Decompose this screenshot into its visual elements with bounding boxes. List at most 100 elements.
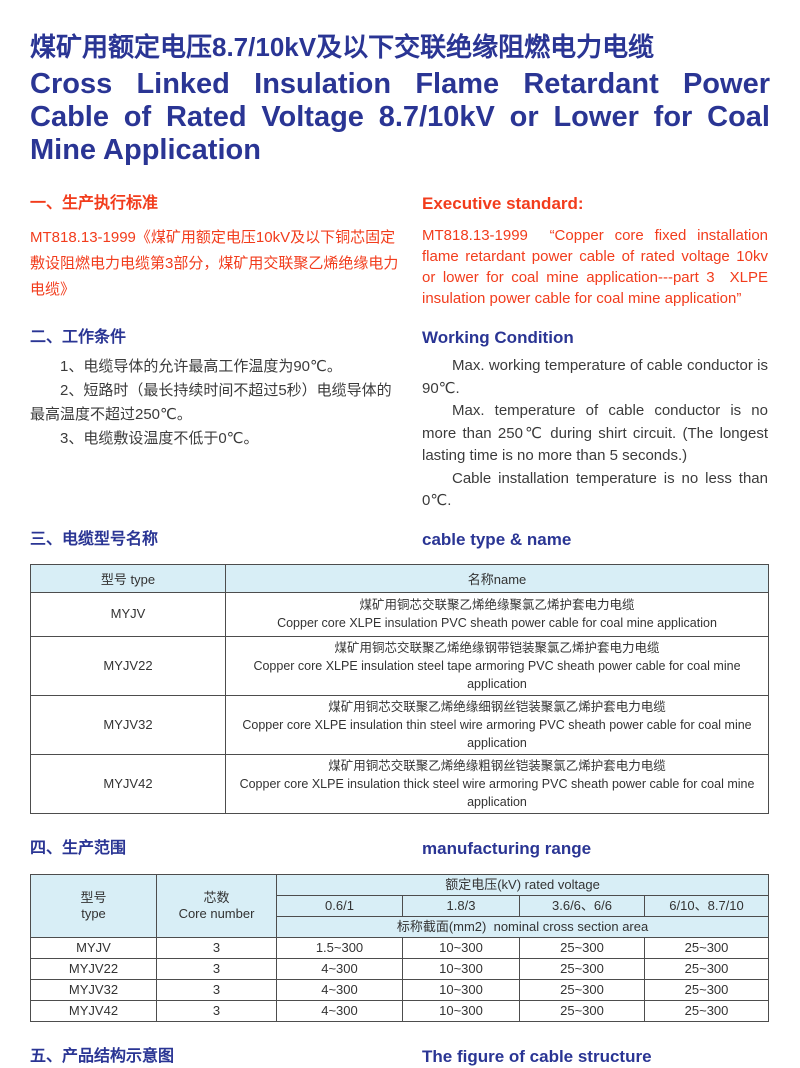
cell-cable-type: MYJV42 xyxy=(30,999,157,1022)
page-title-chinese: 煤矿用额定电压8.7/10kV及以下交联绝缘阻燃电力电缆 xyxy=(30,32,655,62)
cell-range: 4~300 xyxy=(276,978,403,1001)
standard-text-en: MT818.13-1999 “Copper core fixed install… xyxy=(422,227,768,307)
cell-cable-type: MYJV xyxy=(30,591,226,637)
cell-cable-name: 煤矿用铜芯交联聚乙烯绝缘细钢丝铠装聚氯乙烯护套电力电缆 Copper core … xyxy=(225,694,769,755)
cell-cable-name: 煤矿用铜芯交联聚乙烯绝缘钢带铠装聚氯乙烯护套电力电缆 Copper core X… xyxy=(225,635,769,696)
working-condition-list-zh: 1、电缆导体的允许最高工作温度为90℃。 2、短路时（最长持续时间不超过5秒）电… xyxy=(30,355,402,513)
voltage-group-header: 额定电压(kV) rated voltage xyxy=(275,873,770,896)
cell-core-number: 3 xyxy=(156,999,277,1022)
cell-range: 25~300 xyxy=(643,978,770,1001)
table-row: MYJV42 煤矿用铜芯交联聚乙烯绝缘粗钢丝铠装聚氯乙烯护套电力电缆 Coppe… xyxy=(30,753,769,814)
section-cable-type-name: 三、电缆型号名称 cable type & name 型号 type 名称nam… xyxy=(30,529,770,814)
working-condition-list-en: Max. working temperature of cable conduc… xyxy=(422,355,768,513)
standard-text-zh: MT818.13-1999《煤矿用额定电压10kV及以下铜芯固定敷设阻燃电力电缆… xyxy=(30,229,399,298)
table-row: MYJV32 3 4~300 10~300 25~300 25~300 xyxy=(30,978,770,1001)
col-header-core-en: Core number xyxy=(178,905,255,921)
cable-name-zh: 煤矿用铜芯交联聚乙烯绝缘钢带铠装聚氯乙烯护套电力电缆 xyxy=(334,640,660,655)
working-item-en: Cable installation temperature is no les… xyxy=(422,469,768,510)
cell-cable-type: MYJV xyxy=(30,936,157,959)
working-item-zh: 2、短路时（最长持续时间不超过5秒）电缆导体的最高温度不超过250℃。 xyxy=(30,382,392,423)
cell-cable-name: 煤矿用铜芯交联聚乙烯绝缘聚氯乙烯护套电力电缆 Copper core XLPE … xyxy=(225,591,769,637)
cell-range: 10~300 xyxy=(402,978,520,1001)
page-title-english-line: Mine Application xyxy=(30,134,261,166)
table-row: MYJV 3 1.5~300 10~300 25~300 25~300 xyxy=(30,936,770,959)
working-item-en: Max. working temperature of cable conduc… xyxy=(422,357,768,397)
section-working-condition: 二、工作条件 Working Condition 1、电缆导体的允许最高工作温度… xyxy=(30,327,770,513)
cell-range: 10~300 xyxy=(402,957,520,980)
voltage-col-header: 3.6/6、6/6 xyxy=(519,894,645,917)
working-item-zh: 1、电缆导体的允许最高工作温度为90℃。 xyxy=(60,358,342,375)
page-title-english: Cross Linked Insulation Flame Retardant … xyxy=(30,68,770,167)
section3-heading-en: cable type & name xyxy=(422,529,572,549)
cell-cable-type: MYJV32 xyxy=(30,694,226,755)
cell-range: 25~300 xyxy=(643,957,770,980)
cell-core-number: 3 xyxy=(156,957,277,980)
cell-range: 25~300 xyxy=(519,978,645,1001)
cell-cable-type: MYJV22 xyxy=(30,957,157,980)
cell-core-number: 3 xyxy=(156,978,277,1001)
col-header-name: 名称name xyxy=(225,563,769,593)
title-block: 煤矿用额定电压8.7/10kV及以下交联绝缘阻燃电力电缆 Cross Linke… xyxy=(30,30,770,167)
cell-cable-type: MYJV22 xyxy=(30,635,226,696)
section5-heading-en: The figure of cable structure xyxy=(422,1046,652,1066)
page-title-english-line: Cross Linked Insulation Flame Retardant … xyxy=(30,68,770,100)
col-header-type-en: type xyxy=(81,905,106,921)
cell-cable-name: 煤矿用铜芯交联聚乙烯绝缘粗钢丝铠装聚氯乙烯护套电力电缆 Copper core … xyxy=(225,753,769,814)
cell-cable-type: MYJV42 xyxy=(30,753,226,814)
cable-name-en: Copper core XLPE insulation steel tape a… xyxy=(253,658,741,691)
section-manufacturing-range: 四、生产范围 manufacturing range 型号 type 芯数 Co… xyxy=(30,838,770,1022)
working-item-en: Max. temperature of cable conductor is n… xyxy=(422,402,768,464)
section2-heading-zh: 二、工作条件 xyxy=(30,329,127,346)
section4-heading-zh: 四、生产范围 xyxy=(30,839,127,857)
cell-range: 25~300 xyxy=(643,936,770,959)
cell-range: 25~300 xyxy=(643,999,770,1022)
cell-range: 4~300 xyxy=(276,999,403,1022)
section-cable-structure: 五、产品结构示意图 The figure of cable structure xyxy=(30,1046,770,1068)
voltage-col-header: 0.6/1 xyxy=(276,894,403,917)
section-executive-standard: 一、生产执行标准 Executive standard: MT818.13-19… xyxy=(30,193,770,309)
section3-heading-zh: 三、电缆型号名称 xyxy=(30,530,159,548)
voltage-col-header: 1.8/3 xyxy=(402,894,520,917)
col-header-core: 芯数 Core number xyxy=(156,873,277,938)
col-header-type-zh: 型号 xyxy=(80,889,107,905)
cable-name-en: Copper core XLPE insulation thick steel … xyxy=(239,776,755,809)
table-row: MYJV22 3 4~300 10~300 25~300 25~300 xyxy=(30,957,770,980)
page-title-english-line: Cable of Rated Voltage 8.7/10kV or Lower… xyxy=(30,101,770,133)
cell-core-number: 3 xyxy=(156,936,277,959)
col-header-core-zh: 芯数 xyxy=(203,889,230,905)
cable-name-en: Copper core XLPE insulation thin steel w… xyxy=(242,717,752,750)
cable-type-name-table: 型号 type 名称name MYJV 煤矿用铜芯交联聚乙烯绝缘聚氯乙烯护套电力… xyxy=(30,563,769,814)
cell-range: 25~300 xyxy=(519,936,645,959)
voltage-col-header: 6/10、8.7/10 xyxy=(643,894,770,917)
section5-heading-zh: 五、产品结构示意图 xyxy=(30,1047,175,1065)
cell-range: 4~300 xyxy=(276,957,403,980)
cable-name-zh: 煤矿用铜芯交联聚乙烯绝缘细钢丝铠装聚氯乙烯护套电力电缆 xyxy=(328,699,666,714)
cell-cable-type: MYJV32 xyxy=(30,978,157,1001)
table-row: MYJV 煤矿用铜芯交联聚乙烯绝缘聚氯乙烯护套电力电缆 Copper core … xyxy=(30,591,769,637)
section4-heading-en: manufacturing range xyxy=(422,838,592,858)
col-header-type: 型号 type xyxy=(30,873,157,938)
table-header-row: 0.6/1 1.8/3 3.6/6、6/6 6/10、8.7/10 xyxy=(31,894,770,917)
cell-range: 25~300 xyxy=(519,999,645,1022)
table-header-row: 型号 type 名称name xyxy=(30,563,769,593)
section1-heading-zh: 一、生产执行标准 xyxy=(30,195,159,212)
table-row: MYJV32 煤矿用铜芯交联聚乙烯绝缘细钢丝铠装聚氯乙烯护套电力电缆 Coppe… xyxy=(30,694,769,755)
cell-range: 10~300 xyxy=(402,999,520,1022)
table-header-row: 标称截面(mm2) nominal cross section area xyxy=(31,915,770,938)
col-header-type: 型号 type xyxy=(30,563,226,593)
working-item-zh: 3、电缆敷设温度不低于0℃。 xyxy=(60,430,259,447)
cable-name-en: Copper core XLPE insulation PVC sheath p… xyxy=(277,616,717,630)
cable-name-zh: 煤矿用铜芯交联聚乙烯绝缘聚氯乙烯护套电力电缆 xyxy=(359,598,635,612)
table-header-row: 型号 type 芯数 Core number 额定电压(kV) rated vo… xyxy=(30,873,770,938)
section1-heading-en: Executive standard: xyxy=(422,194,584,213)
section2-heading-en: Working Condition xyxy=(422,328,574,347)
table-row: MYJV42 3 4~300 10~300 25~300 25~300 xyxy=(30,999,770,1022)
manufacturing-range-table: 型号 type 芯数 Core number 额定电压(kV) rated vo… xyxy=(30,873,770,1022)
table-row: MYJV22 煤矿用铜芯交联聚乙烯绝缘钢带铠装聚氯乙烯护套电力电缆 Copper… xyxy=(30,635,769,696)
cell-range: 1.5~300 xyxy=(276,936,403,959)
cable-name-zh: 煤矿用铜芯交联聚乙烯绝缘粗钢丝铠装聚氯乙烯护套电力电缆 xyxy=(328,758,666,773)
cross-section-header: 标称截面(mm2) nominal cross section area xyxy=(275,915,770,938)
cell-range: 10~300 xyxy=(402,936,520,959)
cell-range: 25~300 xyxy=(519,957,645,980)
